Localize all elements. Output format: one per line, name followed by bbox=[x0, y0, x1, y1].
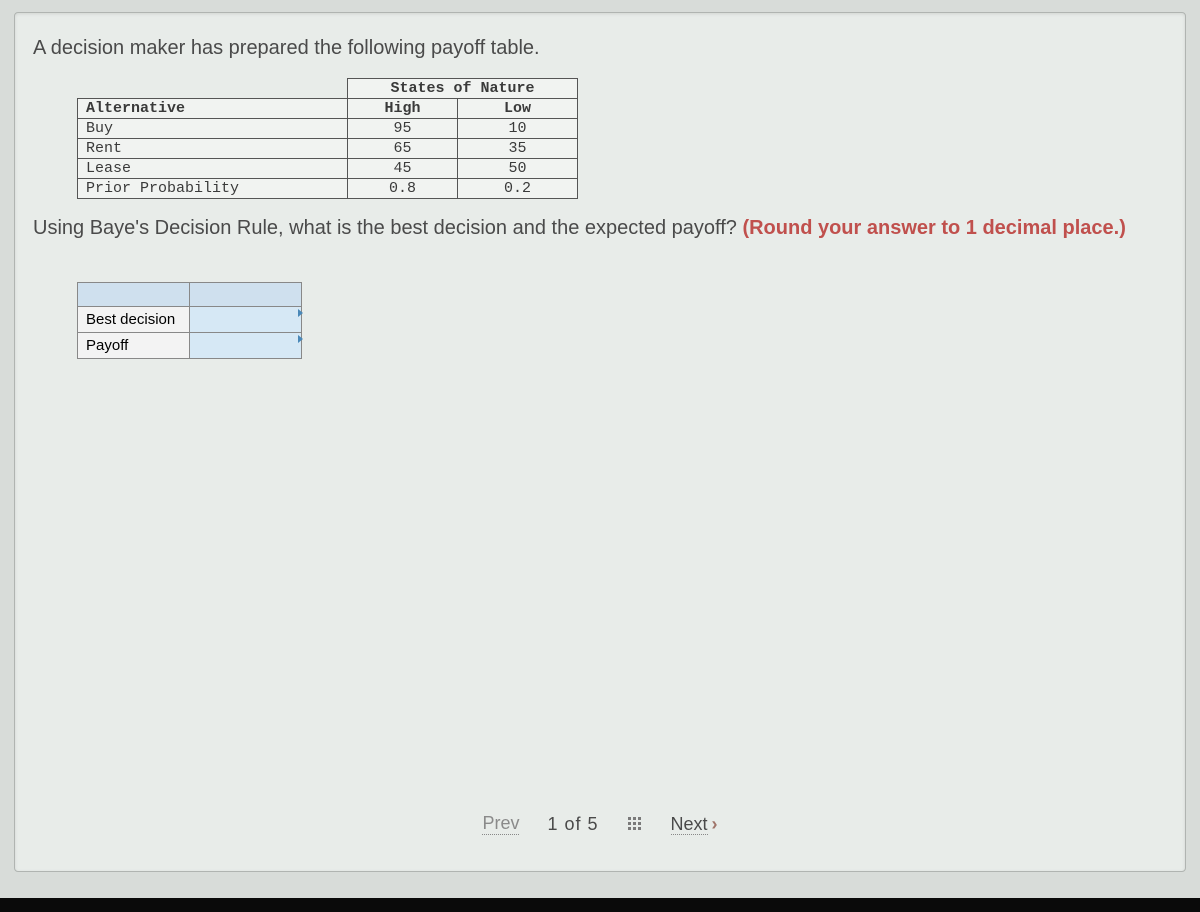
states-of-nature-header: States of Nature bbox=[348, 79, 578, 99]
table-cell: 65 bbox=[348, 139, 458, 159]
table-row: Prior Probability 0.8 0.2 bbox=[78, 179, 578, 199]
rounding-hint: (Round your answer to 1 decimal place.) bbox=[742, 217, 1125, 239]
next-button-wrap[interactable]: Next› bbox=[671, 814, 718, 835]
footer-navigation: Prev 1 of 5 Next› bbox=[15, 813, 1185, 835]
table-row: Best decision bbox=[78, 307, 302, 333]
table-cell: Rent bbox=[78, 139, 348, 159]
table-cell: Buy bbox=[78, 119, 348, 139]
table-row: Alternative High Low bbox=[78, 99, 578, 119]
question-intro: A decision maker has prepared the follow… bbox=[15, 13, 1185, 78]
prev-button[interactable]: Prev bbox=[482, 813, 519, 835]
table-cell: 35 bbox=[458, 139, 578, 159]
table-row: Payoff bbox=[78, 333, 302, 359]
answer-header-cell bbox=[190, 283, 302, 307]
table-row: Rent 65 35 bbox=[78, 139, 578, 159]
prompt-text: Using Baye's Decision Rule, what is the … bbox=[33, 217, 742, 239]
best-decision-input[interactable] bbox=[190, 307, 302, 333]
chevron-right-icon: › bbox=[712, 814, 718, 834]
payoff-label: Payoff bbox=[78, 333, 190, 359]
bottom-bar bbox=[0, 898, 1200, 912]
table-row: States of Nature bbox=[78, 79, 578, 99]
table-cell: 0.8 bbox=[348, 179, 458, 199]
low-header: Low bbox=[458, 99, 578, 119]
table-cell: 95 bbox=[348, 119, 458, 139]
next-button[interactable]: Next bbox=[671, 814, 708, 835]
answer-table: Best decision Payoff bbox=[77, 282, 302, 359]
best-decision-label: Best decision bbox=[78, 307, 190, 333]
grid-icon[interactable] bbox=[627, 816, 643, 832]
payoff-table: States of Nature Alternative High Low Bu… bbox=[77, 78, 578, 199]
empty-cell bbox=[78, 79, 348, 99]
answer-header-cell bbox=[78, 283, 190, 307]
table-cell: 0.2 bbox=[458, 179, 578, 199]
table-cell: 50 bbox=[458, 159, 578, 179]
table-cell: 10 bbox=[458, 119, 578, 139]
question-prompt: Using Baye's Decision Rule, what is the … bbox=[15, 199, 1185, 258]
table-row: Buy 95 10 bbox=[78, 119, 578, 139]
question-container: A decision maker has prepared the follow… bbox=[14, 12, 1186, 872]
high-header: High bbox=[348, 99, 458, 119]
table-row: Lease 45 50 bbox=[78, 159, 578, 179]
table-cell: 45 bbox=[348, 159, 458, 179]
alternative-header: Alternative bbox=[78, 99, 348, 119]
page-counter: 1 of 5 bbox=[547, 814, 598, 835]
table-cell: Prior Probability bbox=[78, 179, 348, 199]
table-cell: Lease bbox=[78, 159, 348, 179]
payoff-input[interactable] bbox=[190, 333, 302, 359]
table-row bbox=[78, 283, 302, 307]
